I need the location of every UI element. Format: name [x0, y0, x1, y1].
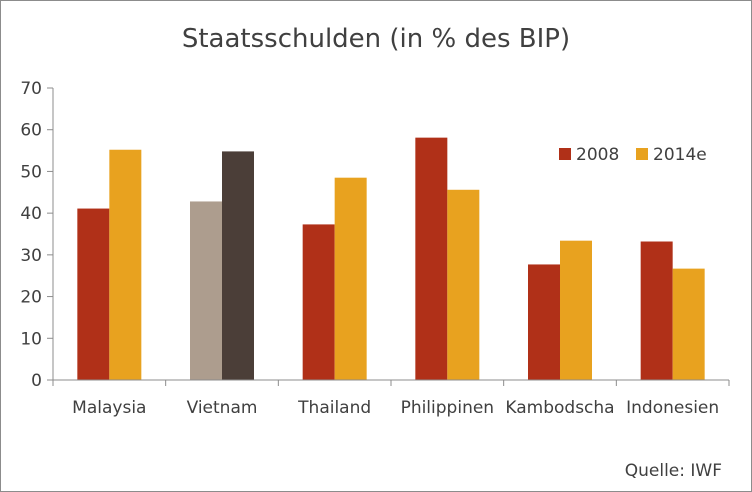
bar-2014e-Philippinen: [447, 189, 480, 380]
category-label: Vietnam: [187, 398, 258, 418]
bar-2014e-Thailand: [334, 177, 367, 380]
y-axis: 0 10 20 30 40 50 60 70: [20, 79, 54, 391]
category-label: Philippinen: [401, 398, 495, 418]
y-tick-label: 60: [20, 121, 42, 141]
source-note: Quelle: IWF: [625, 461, 722, 481]
chart-title: Staatsschulden (in % des BIP): [182, 24, 570, 54]
bar-2008-Kambodscha: [528, 264, 560, 380]
category-label: Malaysia: [72, 398, 146, 418]
bar-2008-Philippinen: [415, 137, 448, 380]
y-tick-label: 20: [20, 288, 42, 308]
bar-2014e-Malaysia: [109, 149, 142, 380]
y-tick-label: 40: [20, 204, 42, 224]
x-axis: Malaysia Vietnam Thailand Philippinen Kambod…: [52, 379, 730, 418]
bar-2014e-Kambodscha: [560, 240, 592, 380]
legend-swatch-2014e: [636, 148, 648, 160]
y-tick-label: 10: [20, 329, 42, 349]
y-tick-label: 50: [20, 162, 42, 182]
y-tick-label: 70: [20, 79, 42, 99]
category-label: Thailand: [297, 398, 371, 418]
category-label: Kambodscha: [505, 398, 614, 418]
y-tick-label: 0: [31, 371, 42, 391]
bar-2014e-Indonesien: [672, 268, 705, 380]
bars: [77, 137, 705, 380]
bar-2008-Malaysia: [77, 208, 110, 380]
legend-swatch-2008: [559, 148, 571, 160]
category-label: Indonesien: [626, 398, 719, 418]
legend: 2008 2014e: [559, 145, 707, 165]
bar-2008-Indonesien: [640, 241, 673, 380]
legend-label-2014e: 2014e: [653, 145, 707, 165]
bar-2008-Vietnam: [190, 201, 222, 380]
bar-2014e-Vietnam: [222, 151, 254, 380]
legend-label-2008: 2008: [576, 145, 619, 165]
bar-2008-Thailand: [302, 224, 335, 380]
y-tick-label: 30: [20, 246, 42, 266]
